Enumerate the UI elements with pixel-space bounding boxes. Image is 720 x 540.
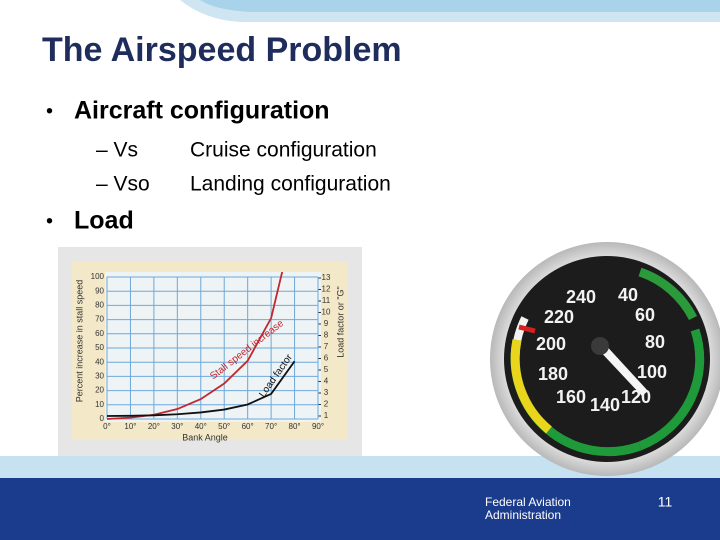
green-arc bbox=[638, 267, 698, 321]
series-line bbox=[106, 272, 284, 420]
y2-tick-label: 8 bbox=[324, 331, 329, 340]
bullet-text: Aircraft configuration bbox=[74, 97, 330, 125]
footer-agency: Administration bbox=[485, 508, 561, 522]
y-tick-label: 90 bbox=[95, 286, 104, 295]
sub-term: – Vso bbox=[96, 173, 150, 196]
x-tick-label: 0° bbox=[103, 422, 111, 431]
x-tick-label: 20° bbox=[148, 422, 160, 431]
plot-area bbox=[105, 272, 321, 422]
y-tick-label: 10 bbox=[95, 400, 104, 409]
sub-desc: Cruise configuration bbox=[190, 139, 377, 162]
gauge-label: 100 bbox=[637, 362, 667, 382]
sub-desc: Landing configuration bbox=[190, 173, 391, 196]
y-axis-label: Percent increase in stall speed bbox=[74, 280, 84, 403]
y-tick-label: 20 bbox=[95, 386, 104, 395]
y2-tick-label: 10 bbox=[322, 308, 331, 317]
gauge-label: 80 bbox=[645, 332, 665, 352]
page-number: 11 bbox=[658, 494, 673, 510]
y2-tick-label: 12 bbox=[322, 285, 331, 294]
y-tick-label: 100 bbox=[91, 272, 105, 281]
gauge-label: 160 bbox=[556, 387, 586, 407]
gauge-label: 140 bbox=[590, 395, 620, 415]
slide-title: The Airspeed Problem bbox=[42, 31, 402, 69]
series-line bbox=[106, 360, 296, 417]
sub-term: – Vs bbox=[96, 139, 138, 162]
gauge-label: 40 bbox=[618, 285, 638, 305]
green-arc bbox=[638, 328, 705, 451]
x-tick-label: 50° bbox=[218, 422, 230, 431]
chart: 0102030405060708090100123456789101112130… bbox=[74, 272, 345, 442]
y2-tick-label: 2 bbox=[324, 400, 329, 409]
footer-band bbox=[0, 478, 720, 540]
y-tick-label: 40 bbox=[95, 357, 104, 366]
gauge-label: 200 bbox=[536, 334, 566, 354]
y2-tick-label: 3 bbox=[324, 388, 329, 397]
y-tick-label: 70 bbox=[95, 315, 104, 324]
y-tick-label: 50 bbox=[95, 343, 104, 352]
y2-tick-label: 9 bbox=[324, 319, 329, 328]
gauge-label: 180 bbox=[538, 364, 568, 384]
y2-tick-label: 7 bbox=[324, 342, 329, 351]
gauge-face bbox=[504, 256, 710, 462]
y-tick-label: 30 bbox=[95, 372, 104, 381]
footer-agency: Federal Aviation bbox=[485, 495, 571, 509]
needle-hub bbox=[591, 337, 609, 355]
bullet-dot: • bbox=[46, 100, 53, 122]
x-axis-label: Bank Angle bbox=[182, 432, 228, 442]
y-tick-label: 60 bbox=[95, 329, 104, 338]
y-tick-label: 0 bbox=[100, 414, 105, 423]
gauge-label: 60 bbox=[635, 305, 655, 325]
gauge-label: 240 bbox=[566, 287, 596, 307]
y2-tick-label: 5 bbox=[324, 365, 329, 374]
x-tick-label: 30° bbox=[171, 422, 183, 431]
y-tick-label: 80 bbox=[95, 301, 104, 310]
top-band-inner bbox=[200, 0, 720, 12]
bullet-text: Load bbox=[74, 207, 134, 235]
y2-axis-label: Load factor or "G" bbox=[335, 286, 345, 357]
y2-tick-label: 4 bbox=[324, 377, 329, 386]
red-line bbox=[518, 324, 536, 334]
needle bbox=[596, 341, 648, 396]
y2-tick-label: 6 bbox=[324, 354, 329, 363]
x-tick-label: 10° bbox=[124, 422, 136, 431]
y2-tick-label: 11 bbox=[322, 296, 331, 305]
x-tick-label: 60° bbox=[242, 422, 254, 431]
x-tick-label: 80° bbox=[289, 422, 301, 431]
gauge-label: 220 bbox=[544, 307, 574, 327]
yellow-arc bbox=[510, 339, 552, 434]
y2-tick-label: 1 bbox=[324, 411, 329, 420]
y2-tick-label: 13 bbox=[322, 273, 331, 282]
x-tick-label: 70° bbox=[265, 422, 277, 431]
x-tick-label: 40° bbox=[195, 422, 207, 431]
series-group bbox=[106, 272, 296, 420]
bullet-dot: • bbox=[46, 210, 53, 232]
x-tick-label: 90° bbox=[312, 422, 324, 431]
